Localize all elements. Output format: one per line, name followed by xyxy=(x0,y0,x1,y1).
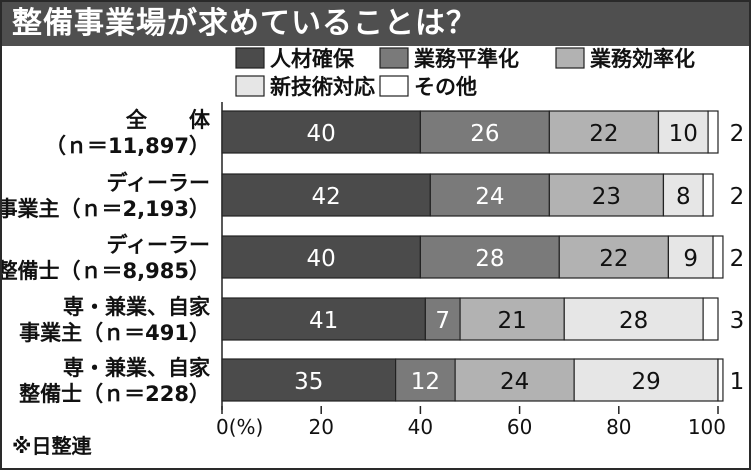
x-tick-label: 20 xyxy=(308,415,333,439)
bar-segment xyxy=(221,297,426,341)
x-tick-label: 0(%) xyxy=(216,415,263,439)
bar-segment xyxy=(563,297,704,341)
legend-label-1: 人材確保 xyxy=(270,47,355,71)
data-label: 29 xyxy=(631,369,660,395)
data-label: 23 xyxy=(592,184,621,210)
x-tick-label: 40 xyxy=(408,415,433,439)
legend-swatch-1 xyxy=(235,47,265,69)
data-label: 35 xyxy=(294,369,323,395)
bar-segment xyxy=(221,173,431,217)
bar-segment xyxy=(221,110,421,154)
data-label: 24 xyxy=(475,184,504,210)
category-label-line1: 専・兼業、自家 xyxy=(63,295,211,319)
bar-segment xyxy=(707,110,719,154)
data-label: 26 xyxy=(470,121,499,147)
legend-swatch-2 xyxy=(379,47,409,69)
data-label: 40 xyxy=(307,121,336,147)
bar-segment xyxy=(221,358,397,402)
data-label: 21 xyxy=(498,308,527,334)
bar-segment xyxy=(712,235,724,279)
category-label-line2: 事業主（ｎ＝2,193） xyxy=(2,197,210,221)
data-label: 41 xyxy=(309,308,338,334)
bar-segment xyxy=(558,235,670,279)
data-label: 24 xyxy=(500,369,529,395)
bar-segment xyxy=(459,297,565,341)
source-note: ※日整連 xyxy=(12,434,92,458)
bar-segment xyxy=(419,110,550,154)
legend-label-3: 業務効率化 xyxy=(590,47,695,71)
category-label-line2: 事業主（ｎ＝491） xyxy=(19,321,210,345)
legend-swatch-3 xyxy=(555,47,585,69)
data-label: 9 xyxy=(683,246,698,272)
bar-segment xyxy=(424,297,461,341)
data-label: 10 xyxy=(669,121,698,147)
category-label-line1: 専・兼業、自家 xyxy=(63,356,211,380)
data-label: 8 xyxy=(676,184,691,210)
data-label: 3 xyxy=(730,308,745,334)
bar-segment xyxy=(573,358,719,402)
bar-segment xyxy=(454,358,575,402)
legend-swatch-5 xyxy=(379,75,409,97)
category-label-line1: ディーラー xyxy=(106,171,210,195)
data-label: 2 xyxy=(730,121,745,147)
data-label: 42 xyxy=(312,184,341,210)
category-label-line1: ディーラー xyxy=(106,233,210,257)
legend-label-5: その他 xyxy=(414,75,477,99)
data-label: 12 xyxy=(411,369,440,395)
category-label-line1: 全 体 xyxy=(125,108,211,132)
x-tick-label: 100 xyxy=(688,415,726,439)
bar-segment xyxy=(221,235,421,279)
bar-segment xyxy=(429,173,550,217)
x-tick-label: 60 xyxy=(507,415,532,439)
bar-segment xyxy=(702,297,719,341)
data-label: 40 xyxy=(307,246,336,272)
data-label: 2 xyxy=(730,246,745,272)
category-label-line2: 整備士（ｎ＝228） xyxy=(19,382,210,406)
legend-swatch-4 xyxy=(235,75,265,97)
chart-title: 整備事業場が求めていることは？ xyxy=(12,6,477,41)
category-label-line2: （ｎ＝11,897） xyxy=(45,134,210,158)
bar-segment xyxy=(657,110,709,154)
bar-segment xyxy=(702,173,714,217)
title-bar: 整備事業場が求めていることは？ xyxy=(2,2,749,46)
x-tick-label: 80 xyxy=(606,415,631,439)
bar-segment xyxy=(717,358,724,402)
data-label: 22 xyxy=(599,246,628,272)
category-label-line2: 整備士（ｎ＝8,985） xyxy=(2,259,210,283)
data-label: 28 xyxy=(619,308,648,334)
legend-label-2: 業務平準化 xyxy=(414,47,519,71)
data-label: 28 xyxy=(475,246,504,272)
data-label: 7 xyxy=(435,308,450,334)
data-label: 2 xyxy=(730,184,745,210)
data-label: 1 xyxy=(730,369,745,395)
bar-segment xyxy=(548,110,660,154)
legend-label-4: 新技術対応 xyxy=(270,75,375,99)
data-label: 22 xyxy=(589,121,618,147)
